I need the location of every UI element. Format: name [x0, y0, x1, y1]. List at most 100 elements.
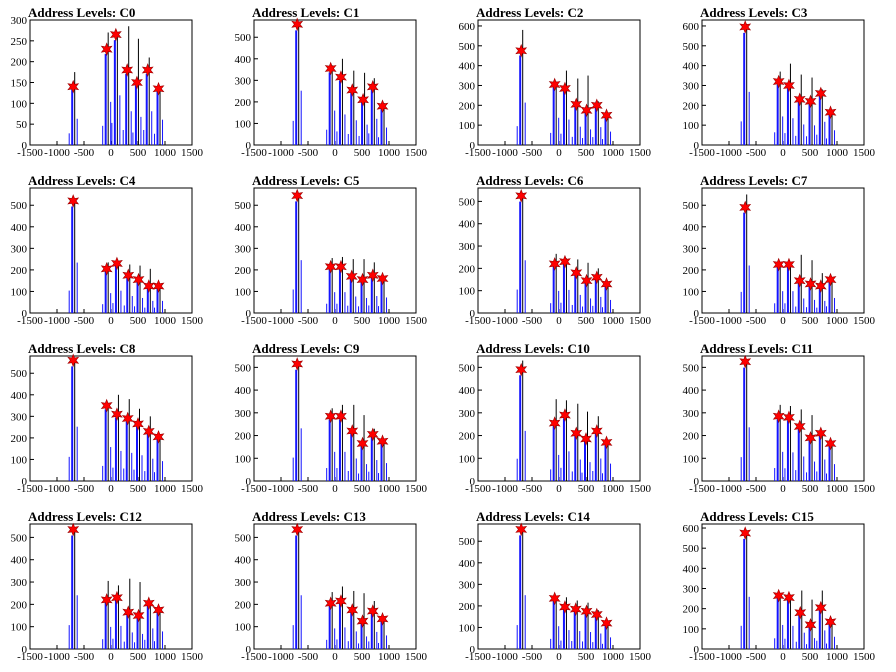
x-tick-label: 1500: [629, 315, 652, 327]
y-tick-label: 500: [235, 532, 252, 544]
x-tick-label: 1000: [378, 651, 401, 663]
x-tick-label: 1000: [826, 147, 849, 159]
peak-marker: [814, 279, 827, 293]
y-tick-label: 300: [459, 241, 476, 253]
y-tick-label: 100: [235, 118, 252, 130]
x-tick-label: 1000: [154, 147, 177, 159]
peak-marker: [783, 257, 795, 272]
y-tick-label: 400: [235, 385, 252, 397]
x-tick-label: 0: [332, 483, 338, 495]
peak-marker: [548, 591, 561, 606]
x-tick-label: -1000: [492, 651, 518, 663]
x-tick-label: 1500: [181, 651, 204, 663]
x-tick-label: 0: [780, 315, 786, 327]
peak-marker: [814, 426, 827, 441]
peak-marker: [600, 616, 613, 630]
x-tick-label: 1500: [853, 147, 876, 159]
x-tick-label: -1500: [241, 315, 267, 327]
y-tick-label: 400: [235, 555, 252, 567]
chart-title: Address Levels: C5: [252, 173, 360, 188]
y-tick-label: 400: [11, 390, 28, 402]
x-tick-label: 0: [556, 651, 562, 663]
x-tick-label: -1000: [44, 483, 70, 495]
y-tick-label: 0: [246, 308, 252, 320]
peak-marker: [142, 424, 155, 439]
peak-marker: [515, 362, 528, 377]
y-tick-label: 600: [683, 21, 700, 33]
y-tick-label: 600: [683, 523, 700, 535]
chart-title: Address Levels: C8: [28, 341, 136, 356]
x-tick-label: -1000: [44, 147, 70, 159]
y-tick-label: 200: [235, 97, 252, 109]
peak-marker: [793, 92, 806, 107]
y-tick-label: 0: [470, 140, 476, 152]
x-tick-label: -1000: [492, 147, 518, 159]
x-tick-label: -1500: [17, 147, 43, 159]
x-tick-label: 0: [556, 483, 562, 495]
x-tick-label: 0: [108, 315, 114, 327]
peak-marker: [580, 273, 593, 288]
x-tick-label: 1000: [378, 483, 401, 495]
peak-marker: [152, 81, 165, 96]
chart-title: Address Levels: C1: [252, 5, 359, 20]
x-tick-label: -1000: [268, 651, 294, 663]
y-tick-label: 200: [11, 57, 28, 69]
peak-marker: [152, 603, 165, 617]
peak-marker: [804, 617, 817, 632]
x-tick-label: 1000: [602, 651, 625, 663]
peak-marker: [121, 63, 134, 77]
chart-panel-2: Address Levels: C2 0 100 200 300 400 500 600 -15…: [459, 5, 652, 159]
peak-marker: [132, 417, 144, 431]
x-tick-label: -1000: [268, 147, 294, 159]
x-tick-label: -500: [74, 483, 95, 495]
x-tick-label: -1500: [241, 147, 267, 159]
y-tick-label: 400: [235, 222, 252, 234]
peak-marker: [814, 86, 827, 101]
peak-marker: [100, 261, 113, 276]
y-tick-label: 400: [459, 61, 476, 73]
peak-marker: [569, 602, 582, 616]
x-tick-label: -1500: [689, 147, 715, 159]
y-tick-label: 0: [22, 644, 28, 656]
peak-marker: [132, 272, 145, 287]
y-tick-label: 100: [683, 453, 700, 465]
peak-marker: [291, 357, 304, 371]
y-tick-label: 150: [11, 78, 28, 90]
y-tick-label: 100: [459, 286, 476, 298]
y-tick-label: 400: [235, 54, 252, 66]
x-tick-label: -500: [74, 315, 95, 327]
x-tick-label: 0: [108, 651, 114, 663]
x-tick-label: -500: [746, 483, 767, 495]
x-tick-label: 1000: [154, 651, 177, 663]
peak-marker: [804, 94, 817, 109]
x-tick-label: -500: [298, 147, 319, 159]
peak-marker: [559, 254, 571, 269]
y-tick-label: 300: [235, 408, 252, 420]
y-tick-label: 500: [235, 362, 252, 374]
y-tick-label: 100: [683, 624, 700, 636]
y-tick-label: 400: [11, 222, 28, 234]
x-tick-label: -1500: [17, 315, 43, 327]
peak-marker: [600, 435, 613, 450]
x-tick-label: -500: [522, 483, 543, 495]
y-tick-label: 300: [11, 243, 28, 255]
x-tick-label: 500: [578, 651, 595, 663]
peak-marker: [739, 354, 752, 369]
x-tick-label: 1500: [181, 315, 204, 327]
peak-marker: [824, 436, 837, 451]
peak-marker: [772, 74, 785, 89]
peak-marker: [590, 424, 603, 438]
y-tick-label: 0: [246, 476, 252, 488]
chart-panel-5: Address Levels: C50100200300400500-1500-…: [235, 173, 428, 327]
x-tick-label: 500: [130, 147, 147, 159]
y-tick-label: 100: [11, 286, 28, 298]
peak-marker: [783, 78, 795, 93]
x-tick-label: 0: [556, 147, 562, 159]
x-tick-label: -1000: [44, 651, 70, 663]
peak-marker: [122, 605, 135, 619]
peak-marker: [346, 424, 359, 438]
x-tick-label: 1000: [378, 147, 401, 159]
y-tick-label: 300: [11, 577, 28, 589]
peak-marker: [335, 594, 347, 608]
